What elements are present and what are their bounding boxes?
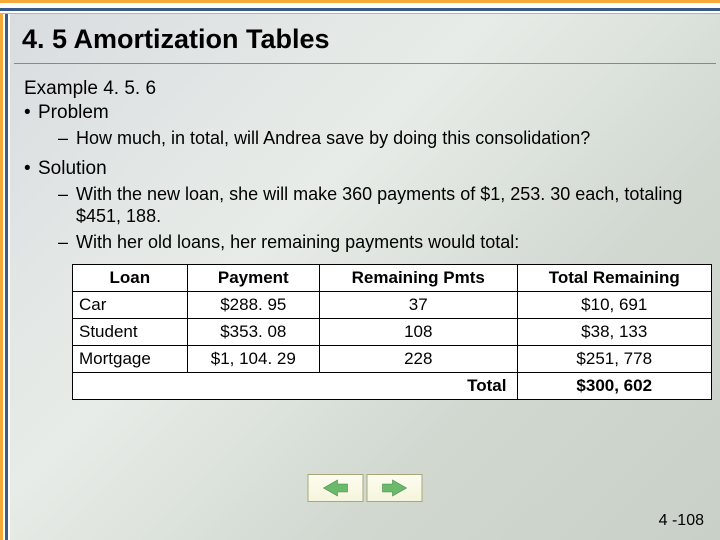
slide-body: Example 4. 5. 6 Problem How much, in tot…: [14, 74, 716, 406]
cell-total-remaining: $10, 691: [517, 291, 712, 318]
cell-remaining-pmts: 108: [320, 318, 517, 345]
table-row: Car $288. 95 37 $10, 691: [73, 291, 712, 318]
cell-remaining-pmts: 228: [320, 345, 517, 372]
col-total-remaining: Total Remaining: [517, 264, 712, 291]
cell-payment: $288. 95: [187, 291, 319, 318]
cell-remaining-pmts: 37: [320, 291, 517, 318]
cell-loan: Mortgage: [73, 345, 188, 372]
arrow-left-icon: [322, 478, 350, 498]
example-label: Example 4. 5. 6: [24, 78, 706, 100]
arrow-right-icon: [381, 478, 409, 498]
nav-arrows: [308, 474, 423, 502]
total-value: $300, 602: [517, 372, 712, 399]
col-payment: Payment: [187, 264, 319, 291]
cell-payment: $1, 104. 29: [187, 345, 319, 372]
prev-button[interactable]: [308, 474, 364, 502]
solution-line-2: With her old loans, her remaining paymen…: [24, 232, 706, 254]
next-button[interactable]: [367, 474, 423, 502]
table-header-row: Loan Payment Remaining Pmts Total Remain…: [73, 264, 712, 291]
cell-total-remaining: $38, 133: [517, 318, 712, 345]
solution-heading: Solution: [24, 158, 706, 180]
cell-payment: $353. 08: [187, 318, 319, 345]
cell-loan: Car: [73, 291, 188, 318]
loan-table: Loan Payment Remaining Pmts Total Remain…: [72, 264, 712, 400]
solution-line-1: With the new loan, she will make 360 pay…: [24, 184, 706, 228]
total-label: Total: [73, 372, 518, 399]
slide-title: 4. 5 Amortization Tables: [14, 14, 716, 64]
problem-heading: Problem: [24, 102, 706, 124]
left-border-bars: [0, 14, 10, 540]
cell-loan: Student: [73, 318, 188, 345]
table-row: Mortgage $1, 104. 29 228 $251, 778: [73, 345, 712, 372]
table-row: Student $353. 08 108 $38, 133: [73, 318, 712, 345]
col-loan: Loan: [73, 264, 188, 291]
col-remaining-pmts: Remaining Pmts: [320, 264, 517, 291]
problem-text: How much, in total, will Andrea save by …: [24, 128, 706, 150]
cell-total-remaining: $251, 778: [517, 345, 712, 372]
table-total-row: Total $300, 602: [73, 372, 712, 399]
top-border-bars: [0, 0, 720, 14]
page-number: 4 -108: [659, 512, 704, 530]
slide-content: 4. 5 Amortization Tables Example 4. 5. 6…: [14, 14, 716, 536]
